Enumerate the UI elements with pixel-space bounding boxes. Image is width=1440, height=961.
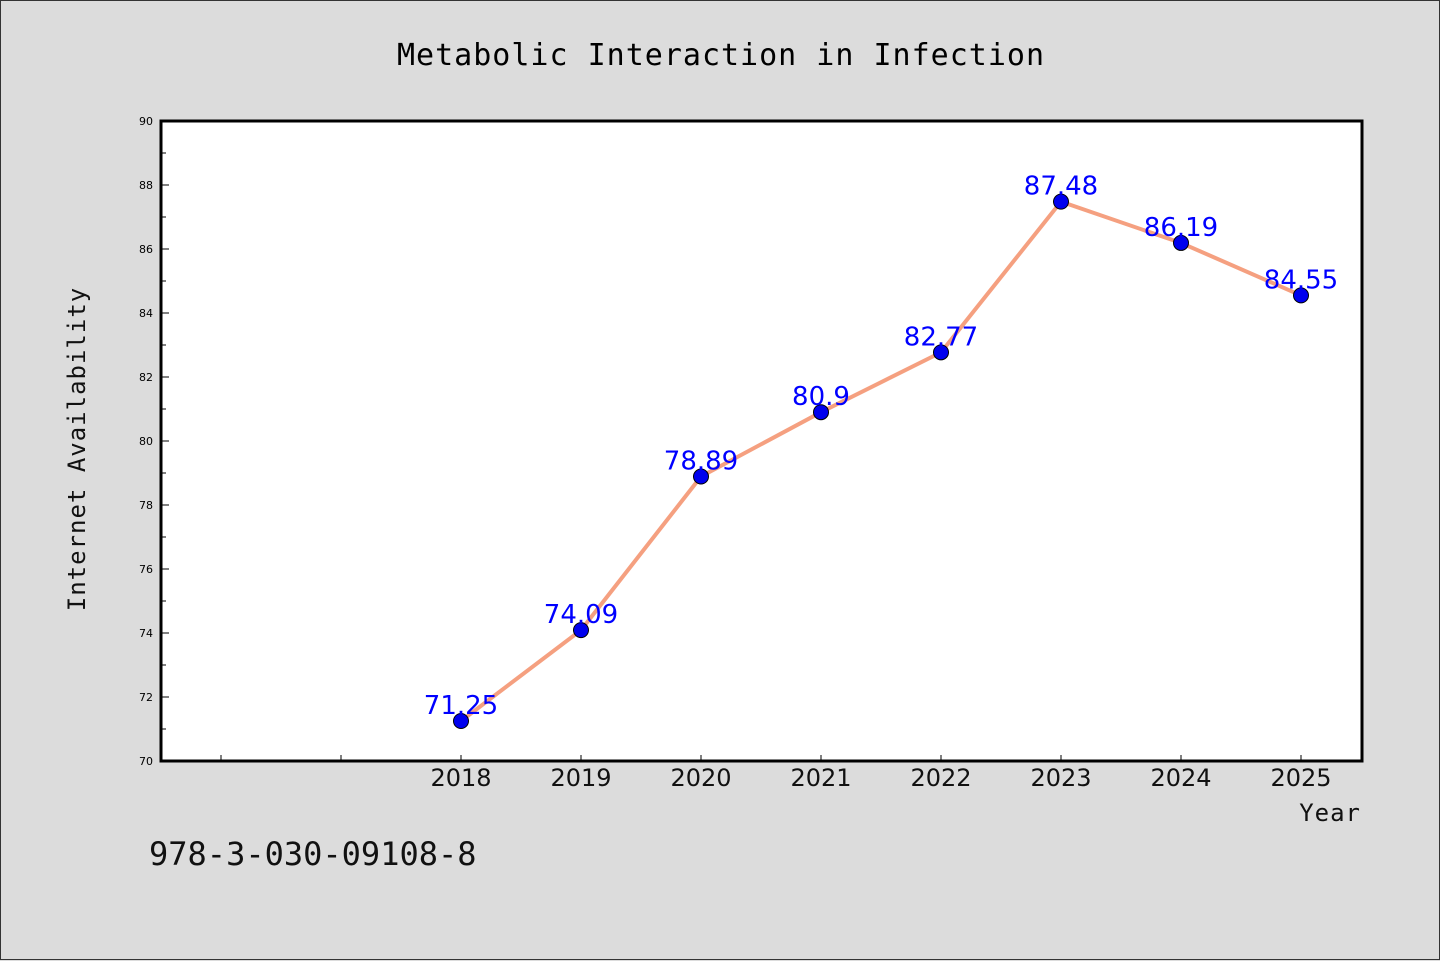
data-label: 74.09 xyxy=(544,600,618,630)
data-label: 82.77 xyxy=(904,322,978,352)
y-tick-label: 72 xyxy=(139,691,153,704)
data-point-marker xyxy=(453,713,469,729)
x-tick-label: 2023 xyxy=(1030,764,1091,792)
x-tick-label: 2019 xyxy=(550,764,611,792)
y-tick-label: 78 xyxy=(139,499,153,512)
x-tick-label: 2020 xyxy=(670,764,731,792)
plot-area xyxy=(159,119,1364,763)
data-point-marker xyxy=(573,622,589,639)
x-tick-label: 2021 xyxy=(790,764,851,792)
x-axis-title: Year xyxy=(1299,799,1361,827)
chart-title: Metabolic Interaction in Infection xyxy=(397,38,1045,73)
y-tick-label: 80 xyxy=(139,435,153,448)
data-point-marker xyxy=(1173,234,1189,251)
data-label: 84.55 xyxy=(1264,265,1338,295)
x-tick-label: 2025 xyxy=(1270,764,1331,792)
data-point-marker xyxy=(693,468,709,485)
y-tick-label: 82 xyxy=(139,371,153,384)
y-axis-title: Internet Availability xyxy=(63,287,91,611)
y-tick-label: 90 xyxy=(139,115,153,128)
data-label: 78.89 xyxy=(664,447,738,477)
x-tick-label: 2018 xyxy=(430,764,491,792)
data-label: 71.25 xyxy=(424,691,498,721)
x-tick-label: 2024 xyxy=(1150,764,1211,792)
series-line-path xyxy=(459,199,1303,723)
isbn-footer-text: 978-3-030-09108-8 xyxy=(149,835,477,873)
series-line xyxy=(453,193,1309,729)
data-point-marker xyxy=(933,344,949,361)
y-tick-label: 84 xyxy=(139,307,153,320)
data-label: 87.48 xyxy=(1024,172,1098,202)
y-tick-label: 76 xyxy=(139,563,153,576)
y-tick-label: 74 xyxy=(139,627,153,640)
data-label: 80.9 xyxy=(792,382,850,412)
data-point-marker xyxy=(1053,193,1069,210)
data-point-marker xyxy=(813,404,829,421)
y-tick-label: 88 xyxy=(139,179,153,192)
y-axis: 70 72 74 76 78 80 82 84 86 88 90 xyxy=(139,115,169,768)
data-label: 86.19 xyxy=(1144,213,1218,243)
data-point-marker xyxy=(1293,287,1309,304)
data-labels: 71.25 74.09 78.89 80.9 82.77 87.48 86.19 84.55 xyxy=(424,172,1338,721)
x-axis: 2018 2019 2020 2021 2022 2023 2024 2025 xyxy=(220,755,1332,792)
y-tick-label: 86 xyxy=(139,243,153,256)
y-tick-label: 70 xyxy=(139,755,153,768)
x-tick-label: 2022 xyxy=(910,764,971,792)
